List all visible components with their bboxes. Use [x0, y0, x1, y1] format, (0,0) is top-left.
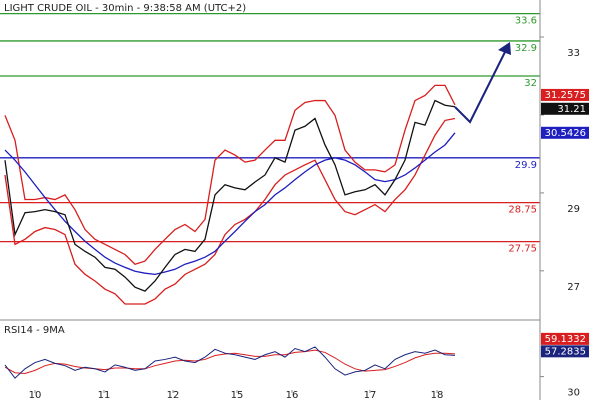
- value-box: [541, 126, 589, 139]
- level-label: 32.9: [515, 43, 537, 54]
- x-tick-label: 12: [167, 390, 180, 400]
- price-panel: 2729313333.632.93229.928.7527.7531.25753…: [0, 12, 589, 305]
- value-box: [541, 102, 589, 115]
- x-tick-label: 10: [29, 390, 42, 400]
- level-label: 29.9: [515, 160, 537, 171]
- value-box: [541, 332, 589, 345]
- chart-title: LIGHT CRUDE OIL - 30min - 9:38:58 AM (UT…: [4, 3, 246, 14]
- x-tick-label: 15: [231, 390, 244, 400]
- y-tick-label: 29: [567, 204, 580, 215]
- forecast-arrow: [454, 49, 507, 124]
- x-tick-label: 11: [98, 390, 111, 400]
- level-label: 27.75: [508, 244, 537, 255]
- value-box: [541, 88, 589, 101]
- forecast-arrowhead: [498, 42, 511, 55]
- x-tick-label: 18: [431, 390, 444, 400]
- series-line: [4, 346, 456, 379]
- series-line: [4, 117, 456, 305]
- value-box-label: 31.2575: [545, 90, 586, 101]
- series-line: [4, 99, 456, 292]
- x-tick-label: 16: [286, 390, 299, 400]
- value-box-label: 57.2835: [545, 346, 586, 357]
- value-box-label: 30.5426: [545, 128, 586, 139]
- y-tick-label: 33: [567, 48, 580, 59]
- x-tick-label: 17: [364, 390, 377, 400]
- value-box-label: 31.21: [557, 104, 586, 115]
- rsi-title: RSI14 - 9MA: [4, 325, 65, 336]
- y-tick-label: 30: [567, 388, 580, 399]
- value-box: [541, 345, 589, 358]
- y-tick-label: 27: [567, 282, 580, 293]
- level-label: 33.6: [515, 16, 537, 27]
- series-line: [4, 132, 456, 276]
- level-label: 28.75: [508, 205, 537, 216]
- level-label: 32: [524, 78, 537, 89]
- value-box-label: 59.1332: [545, 334, 586, 345]
- series-line: [4, 84, 456, 265]
